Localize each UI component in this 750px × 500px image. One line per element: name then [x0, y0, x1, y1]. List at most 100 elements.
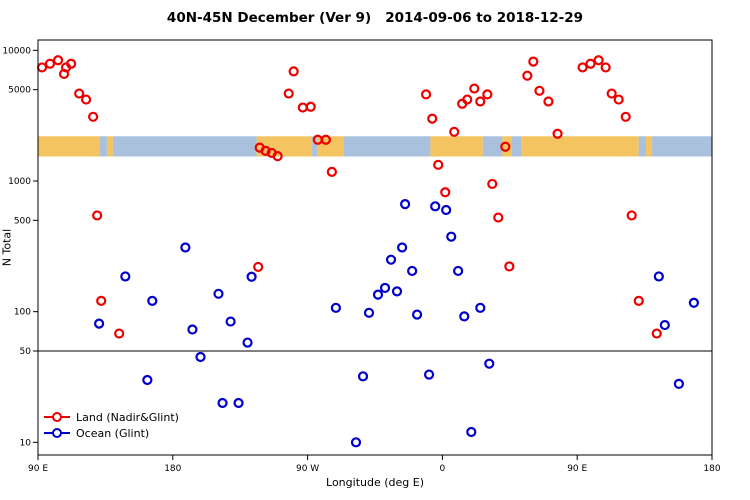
data-point — [427, 113, 438, 124]
data-point — [260, 145, 271, 156]
plot-border — [37, 39, 713, 456]
map-band-land-segment — [106, 136, 113, 157]
y-axis-label: N Total — [0, 228, 14, 267]
data-point — [94, 318, 105, 329]
data-point — [459, 311, 470, 322]
data-point — [363, 307, 375, 318]
data-point — [673, 378, 684, 390]
data-point — [391, 286, 403, 297]
map-band-land-segment — [38, 136, 100, 157]
land-marker-icon — [44, 411, 70, 423]
data-point — [475, 96, 486, 107]
data-point — [52, 55, 64, 66]
data-point — [80, 94, 92, 105]
data-point — [350, 437, 362, 448]
data-point — [88, 111, 99, 122]
map-band-land-segment — [521, 136, 639, 157]
ocean-marker-icon — [44, 427, 70, 439]
data-point — [400, 199, 411, 210]
map-band-ocean-segment — [112, 136, 257, 157]
data-point — [233, 397, 244, 409]
data-point — [272, 151, 283, 162]
data-point — [430, 201, 441, 212]
data-point — [482, 89, 493, 100]
data-point — [66, 58, 77, 69]
data-point — [626, 210, 637, 221]
data-point — [453, 265, 464, 277]
data-point — [407, 265, 418, 277]
data-point — [411, 309, 423, 320]
data-point — [397, 242, 408, 253]
map-band-ocean-segment — [652, 136, 712, 157]
data-point — [500, 141, 511, 152]
legend-label-land: Land (Nadir&Glint) — [76, 410, 179, 424]
x-tick-label: 90 W — [296, 464, 319, 474]
x-tick-label: 0 — [440, 464, 446, 474]
data-point — [36, 62, 48, 73]
data-point — [379, 282, 391, 294]
data-point — [475, 302, 486, 313]
map-band-ocean-segment — [511, 136, 522, 157]
data-point — [372, 289, 384, 300]
data-point — [446, 231, 457, 242]
data-point — [433, 159, 444, 170]
legend: Land (Nadir&Glint) Ocean (Glint) — [44, 409, 179, 441]
y-tick-label: 100 — [14, 308, 31, 318]
data-point — [504, 261, 515, 272]
chart-title: 40N-45N December (Ver 9) 2014-09-06 to 2… — [166, 10, 584, 26]
data-point — [593, 55, 604, 66]
data-point — [142, 374, 153, 386]
map-band-ocean-segment — [482, 136, 503, 157]
y-tick-label: 50 — [20, 347, 32, 357]
y-tick-label: 1000 — [8, 177, 31, 187]
map-band-ocean-segment — [312, 136, 318, 157]
data-point — [147, 295, 158, 306]
data-point — [543, 96, 554, 107]
data-point — [620, 111, 631, 122]
data-point — [688, 297, 699, 308]
data-point — [225, 316, 236, 327]
map-band-ocean-segment — [99, 136, 107, 157]
x-tick-label: 180 — [164, 464, 181, 474]
legend-label-ocean: Ocean (Glint) — [76, 426, 150, 440]
data-point — [484, 358, 495, 369]
x-tick-label: 180 — [703, 464, 720, 474]
data-point — [440, 187, 451, 198]
data-point — [120, 271, 131, 282]
data-point — [320, 134, 331, 145]
data-point — [187, 324, 198, 335]
data-point — [92, 210, 103, 221]
data-point — [420, 89, 432, 100]
x-axis-label: Longitude (deg E) — [326, 476, 424, 489]
y-tick-label: 10000 — [2, 46, 31, 56]
data-point — [297, 102, 308, 113]
data-point — [305, 101, 316, 112]
data-point — [44, 58, 56, 69]
data-point — [96, 295, 107, 306]
data-point — [423, 369, 435, 380]
y-tick-label: 5000 — [8, 86, 31, 96]
x-tick-label: 90 E — [28, 464, 48, 474]
data-point — [242, 337, 253, 348]
data-point — [653, 271, 664, 282]
data-point — [600, 62, 611, 73]
map-band-ocean-segment — [343, 136, 431, 157]
data-point — [462, 94, 473, 105]
data-point — [528, 56, 539, 67]
data-point — [114, 328, 125, 339]
data-point — [534, 85, 545, 96]
map-band-land-segment — [317, 136, 344, 157]
data-point — [577, 62, 588, 73]
legend-item-ocean: Ocean (Glint) — [44, 425, 179, 441]
data-point — [613, 94, 624, 105]
y-tick-label: 10 — [20, 438, 32, 448]
data-point — [288, 66, 299, 77]
data-point — [469, 83, 480, 94]
data-point — [217, 397, 228, 409]
data-point — [487, 178, 498, 190]
map-band-land-segment — [502, 136, 512, 157]
data-point — [357, 371, 369, 382]
data-point — [326, 166, 337, 177]
